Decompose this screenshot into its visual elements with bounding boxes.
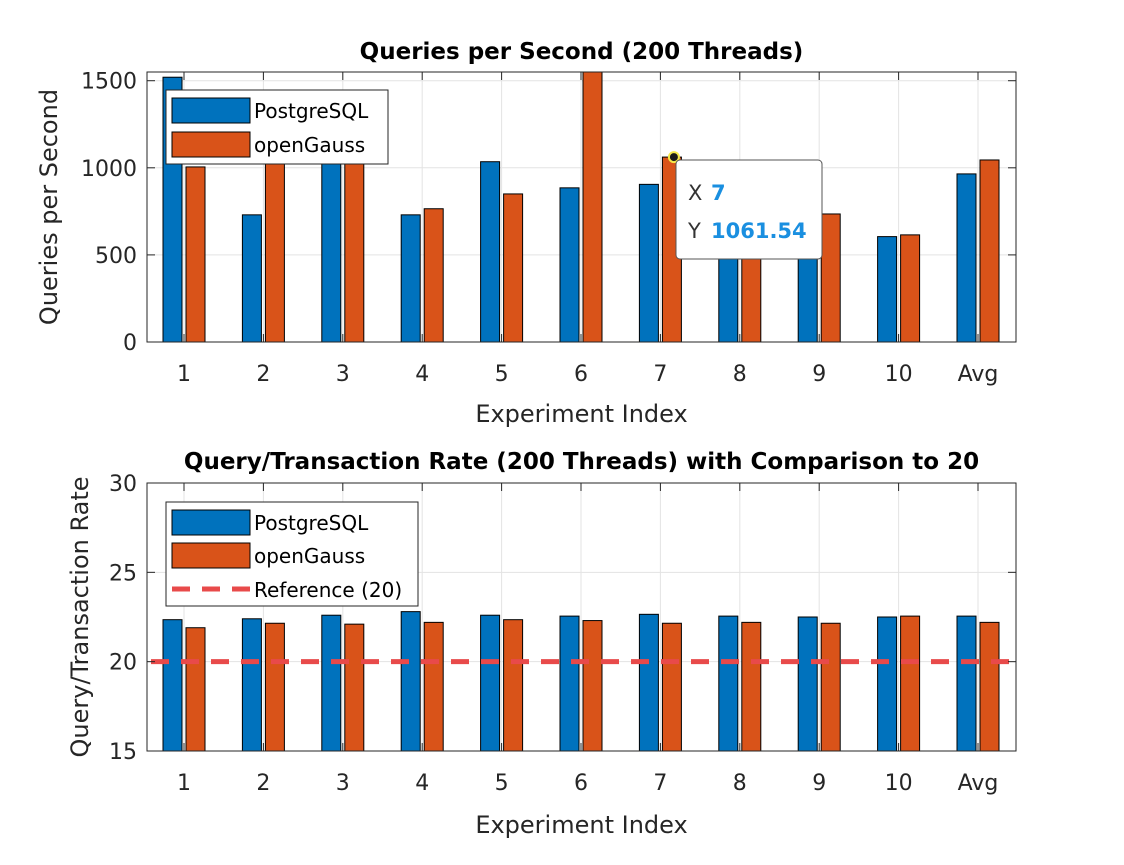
x-tick-label: 3: [336, 771, 350, 796]
bar-opengauss-4[interactable]: [423, 621, 444, 752]
rate-ylabel: Query/Transaction Rate: [66, 477, 94, 758]
bar-opengauss-5[interactable]: [503, 619, 524, 752]
rate-legend[interactable]: PostgreSQL openGauss Reference (20): [165, 501, 419, 607]
x-tick-label: 1: [177, 362, 191, 387]
rate-ticks: 15 20 25 30 1 2 3 4 5 6 7 8 9 10 Avg: [109, 472, 1016, 796]
bar-postgresql-2[interactable]: [241, 214, 262, 343]
bar-opengauss-2[interactable]: [264, 622, 285, 752]
qps-ticks: 0 500 1000 1500 1 2 3 4 5 6 7 8 9 10 Avg: [81, 70, 1016, 387]
rate-legend-label-postgresql: PostgreSQL: [254, 511, 369, 535]
x-tick-label: 1: [177, 771, 191, 796]
qps-title: Queries per Second (200 Threads): [360, 39, 804, 65]
bar-opengauss-10[interactable]: [900, 234, 921, 343]
x-tick-label: 5: [495, 771, 509, 796]
datatip-y-value: 1061.54: [711, 219, 807, 243]
datatip-marker[interactable]: [667, 151, 680, 164]
bar-postgresql-avg[interactable]: [956, 615, 977, 752]
qps-datatip[interactable]: X 7 Y 1061.54: [667, 151, 823, 260]
qps-chart: 0 500 1000 1500 1 2 3 4 5 6 7 8 9 10 Avg Queries per S…: [35, 39, 1017, 428]
datatip-y-label: Y: [687, 219, 701, 243]
bar-postgresql-10[interactable]: [877, 236, 898, 343]
bar-opengauss-4[interactable]: [423, 208, 444, 343]
y-tick-label: 0: [123, 331, 137, 356]
bar-opengauss-1[interactable]: [185, 627, 206, 752]
bar-postgresql-5[interactable]: [480, 161, 501, 343]
rate-xlabel: Experiment Index: [475, 811, 687, 839]
bar-opengauss-avg[interactable]: [979, 621, 1000, 752]
bar-postgresql-7[interactable]: [638, 613, 659, 752]
bar-postgresql-3[interactable]: [321, 156, 342, 343]
bar-opengauss-7[interactable]: [661, 622, 682, 752]
bar-postgresql-4[interactable]: [400, 214, 421, 343]
bar-postgresql-4[interactable]: [400, 611, 421, 752]
bar-postgresql-3[interactable]: [321, 614, 342, 752]
bar-opengauss-avg[interactable]: [979, 159, 1000, 343]
bar-opengauss-10[interactable]: [900, 615, 921, 752]
qps-legend-label-opengauss: openGauss: [254, 133, 365, 157]
rate-legend-label-opengauss: openGauss: [254, 544, 365, 568]
x-tick-label: 9: [812, 771, 826, 796]
rate-bars: [162, 611, 1000, 752]
x-tick-label: 10: [885, 771, 913, 796]
bar-opengauss-9[interactable]: [820, 622, 841, 752]
x-tick-label: Avg: [958, 771, 999, 796]
bar-postgresql-9[interactable]: [797, 616, 818, 752]
qps-xlabel: Experiment Index: [475, 400, 687, 428]
bar-opengauss-3[interactable]: [344, 156, 365, 343]
datatip-x-value: 7: [711, 181, 726, 205]
bar-opengauss-6[interactable]: [582, 620, 603, 752]
x-tick-label: Avg: [958, 362, 999, 387]
y-tick-label: 20: [109, 651, 137, 676]
rate-legend-swatch-opengauss: [171, 542, 251, 569]
qps-legend-label-postgresql: PostgreSQL: [254, 99, 369, 123]
bar-opengauss-9[interactable]: [820, 213, 841, 343]
x-tick-label: 8: [733, 362, 747, 387]
y-tick-label: 30: [109, 472, 137, 497]
x-tick-label: 8: [733, 771, 747, 796]
y-tick-label: 1000: [81, 157, 137, 182]
y-tick-label: 25: [109, 561, 137, 586]
bar-opengauss-3[interactable]: [344, 623, 365, 752]
qps-legend[interactable]: PostgreSQL openGauss: [165, 89, 389, 165]
x-tick-label: 2: [256, 362, 270, 387]
rate-title: Query/Transaction Rate (200 Threads) wit…: [184, 449, 979, 475]
datatip-x-label: X: [688, 181, 702, 205]
x-tick-label: 5: [495, 362, 509, 387]
bar-postgresql-2[interactable]: [241, 618, 262, 752]
rate-chart: 15 20 25 30 1 2 3 4 5 6 7 8 9 10 Avg Query/Transaction…: [66, 449, 1017, 839]
y-tick-label: 500: [95, 244, 137, 269]
x-tick-label: 4: [415, 771, 429, 796]
bar-postgresql-6[interactable]: [559, 187, 580, 343]
x-tick-label: 6: [574, 771, 588, 796]
rate-legend-swatch-postgresql: [171, 509, 251, 536]
x-tick-label: 2: [256, 771, 270, 796]
qps-ylabel: Queries per Second: [35, 89, 63, 325]
qps-legend-swatch-opengauss: [171, 131, 251, 158]
bar-opengauss-1[interactable]: [185, 166, 206, 343]
bar-postgresql-8[interactable]: [718, 615, 739, 752]
x-tick-label: 7: [653, 771, 667, 796]
bar-opengauss-2[interactable]: [264, 158, 285, 343]
bar-postgresql-10[interactable]: [877, 616, 898, 752]
x-tick-label: 9: [812, 362, 826, 387]
x-tick-label: 6: [574, 362, 588, 387]
x-tick-label: 3: [336, 362, 350, 387]
bar-postgresql-6[interactable]: [559, 615, 580, 752]
bar-postgresql-avg[interactable]: [956, 173, 977, 343]
y-tick-label: 1500: [81, 70, 137, 95]
bar-postgresql-7[interactable]: [638, 183, 659, 343]
datatip-box: [675, 159, 823, 260]
x-tick-label: 7: [653, 362, 667, 387]
x-tick-label: 4: [415, 362, 429, 387]
bar-opengauss-6[interactable]: [582, 71, 603, 343]
bar-opengauss-5[interactable]: [503, 193, 524, 343]
qps-legend-swatch-postgresql: [171, 97, 251, 124]
y-tick-label: 15: [109, 740, 137, 765]
bar-postgresql-5[interactable]: [480, 614, 501, 752]
bar-postgresql-1[interactable]: [162, 619, 183, 752]
rate-legend-label-reference: Reference (20): [254, 578, 402, 602]
bar-opengauss-8[interactable]: [741, 621, 762, 752]
x-tick-label: 10: [885, 362, 913, 387]
